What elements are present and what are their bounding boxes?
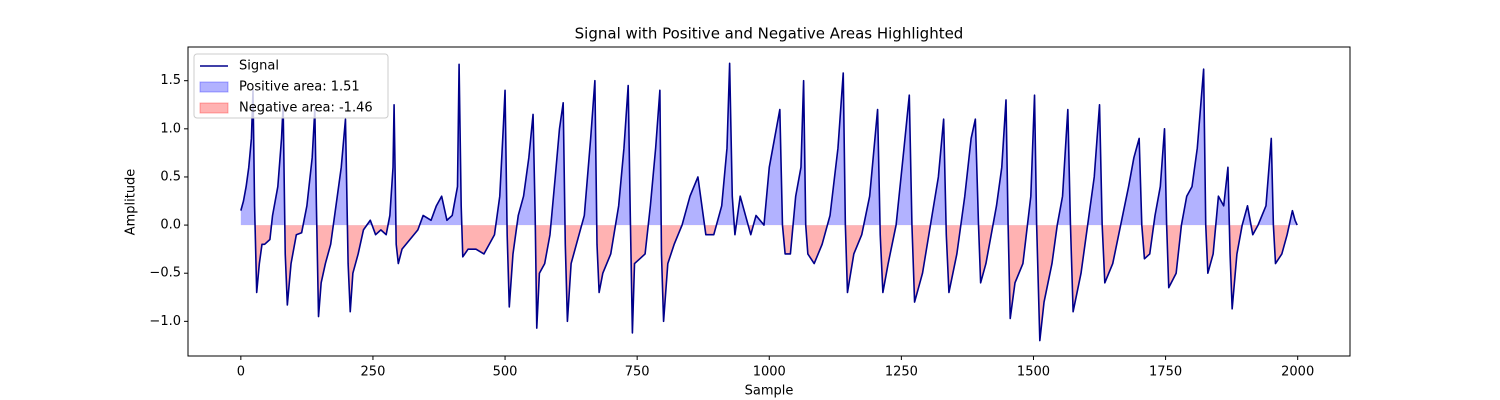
x-tick-label: 1750 [1149, 365, 1182, 380]
legend-label: Signal [239, 59, 279, 74]
x-axis-label: Sample [745, 384, 794, 399]
legend: Signal Positive area: 1.51 Negative area: … [193, 53, 389, 119]
legend-label: Positive area: 1.51 [239, 80, 360, 95]
legend-box [193, 53, 389, 119]
x-tick-label: 2000 [1281, 365, 1314, 380]
chart-title: Signal with Positive and Negative Areas … [575, 25, 964, 43]
x-tick-label: 500 [493, 365, 518, 380]
area-positive [240, 63, 1298, 226]
signal-line [240, 62, 1298, 342]
area-negative [255, 225, 1290, 341]
y-tick-label: 0.5 [160, 169, 181, 184]
y-axis-label: Amplitude [124, 169, 139, 236]
x-tick-label: 1000 [753, 365, 786, 380]
x-tick-label: 0 [237, 365, 245, 380]
y-tick-label: −1.0 [149, 314, 181, 329]
y-tick-label: 0.0 [160, 218, 181, 233]
x-tick-label: 250 [361, 365, 386, 380]
legend-patch [199, 81, 229, 93]
x-tick-label: 1500 [1017, 365, 1050, 380]
x-tick-label: 750 [625, 365, 650, 380]
plot-frame [187, 46, 1351, 357]
y-tick-label: 1.5 [160, 73, 181, 88]
legend-patch [199, 102, 229, 114]
x-tick-label: 1250 [885, 365, 918, 380]
legend-label: Negative area: -1.46 [239, 101, 373, 116]
y-tick-label: 1.0 [160, 121, 181, 136]
y-tick-label: −0.5 [149, 266, 181, 281]
